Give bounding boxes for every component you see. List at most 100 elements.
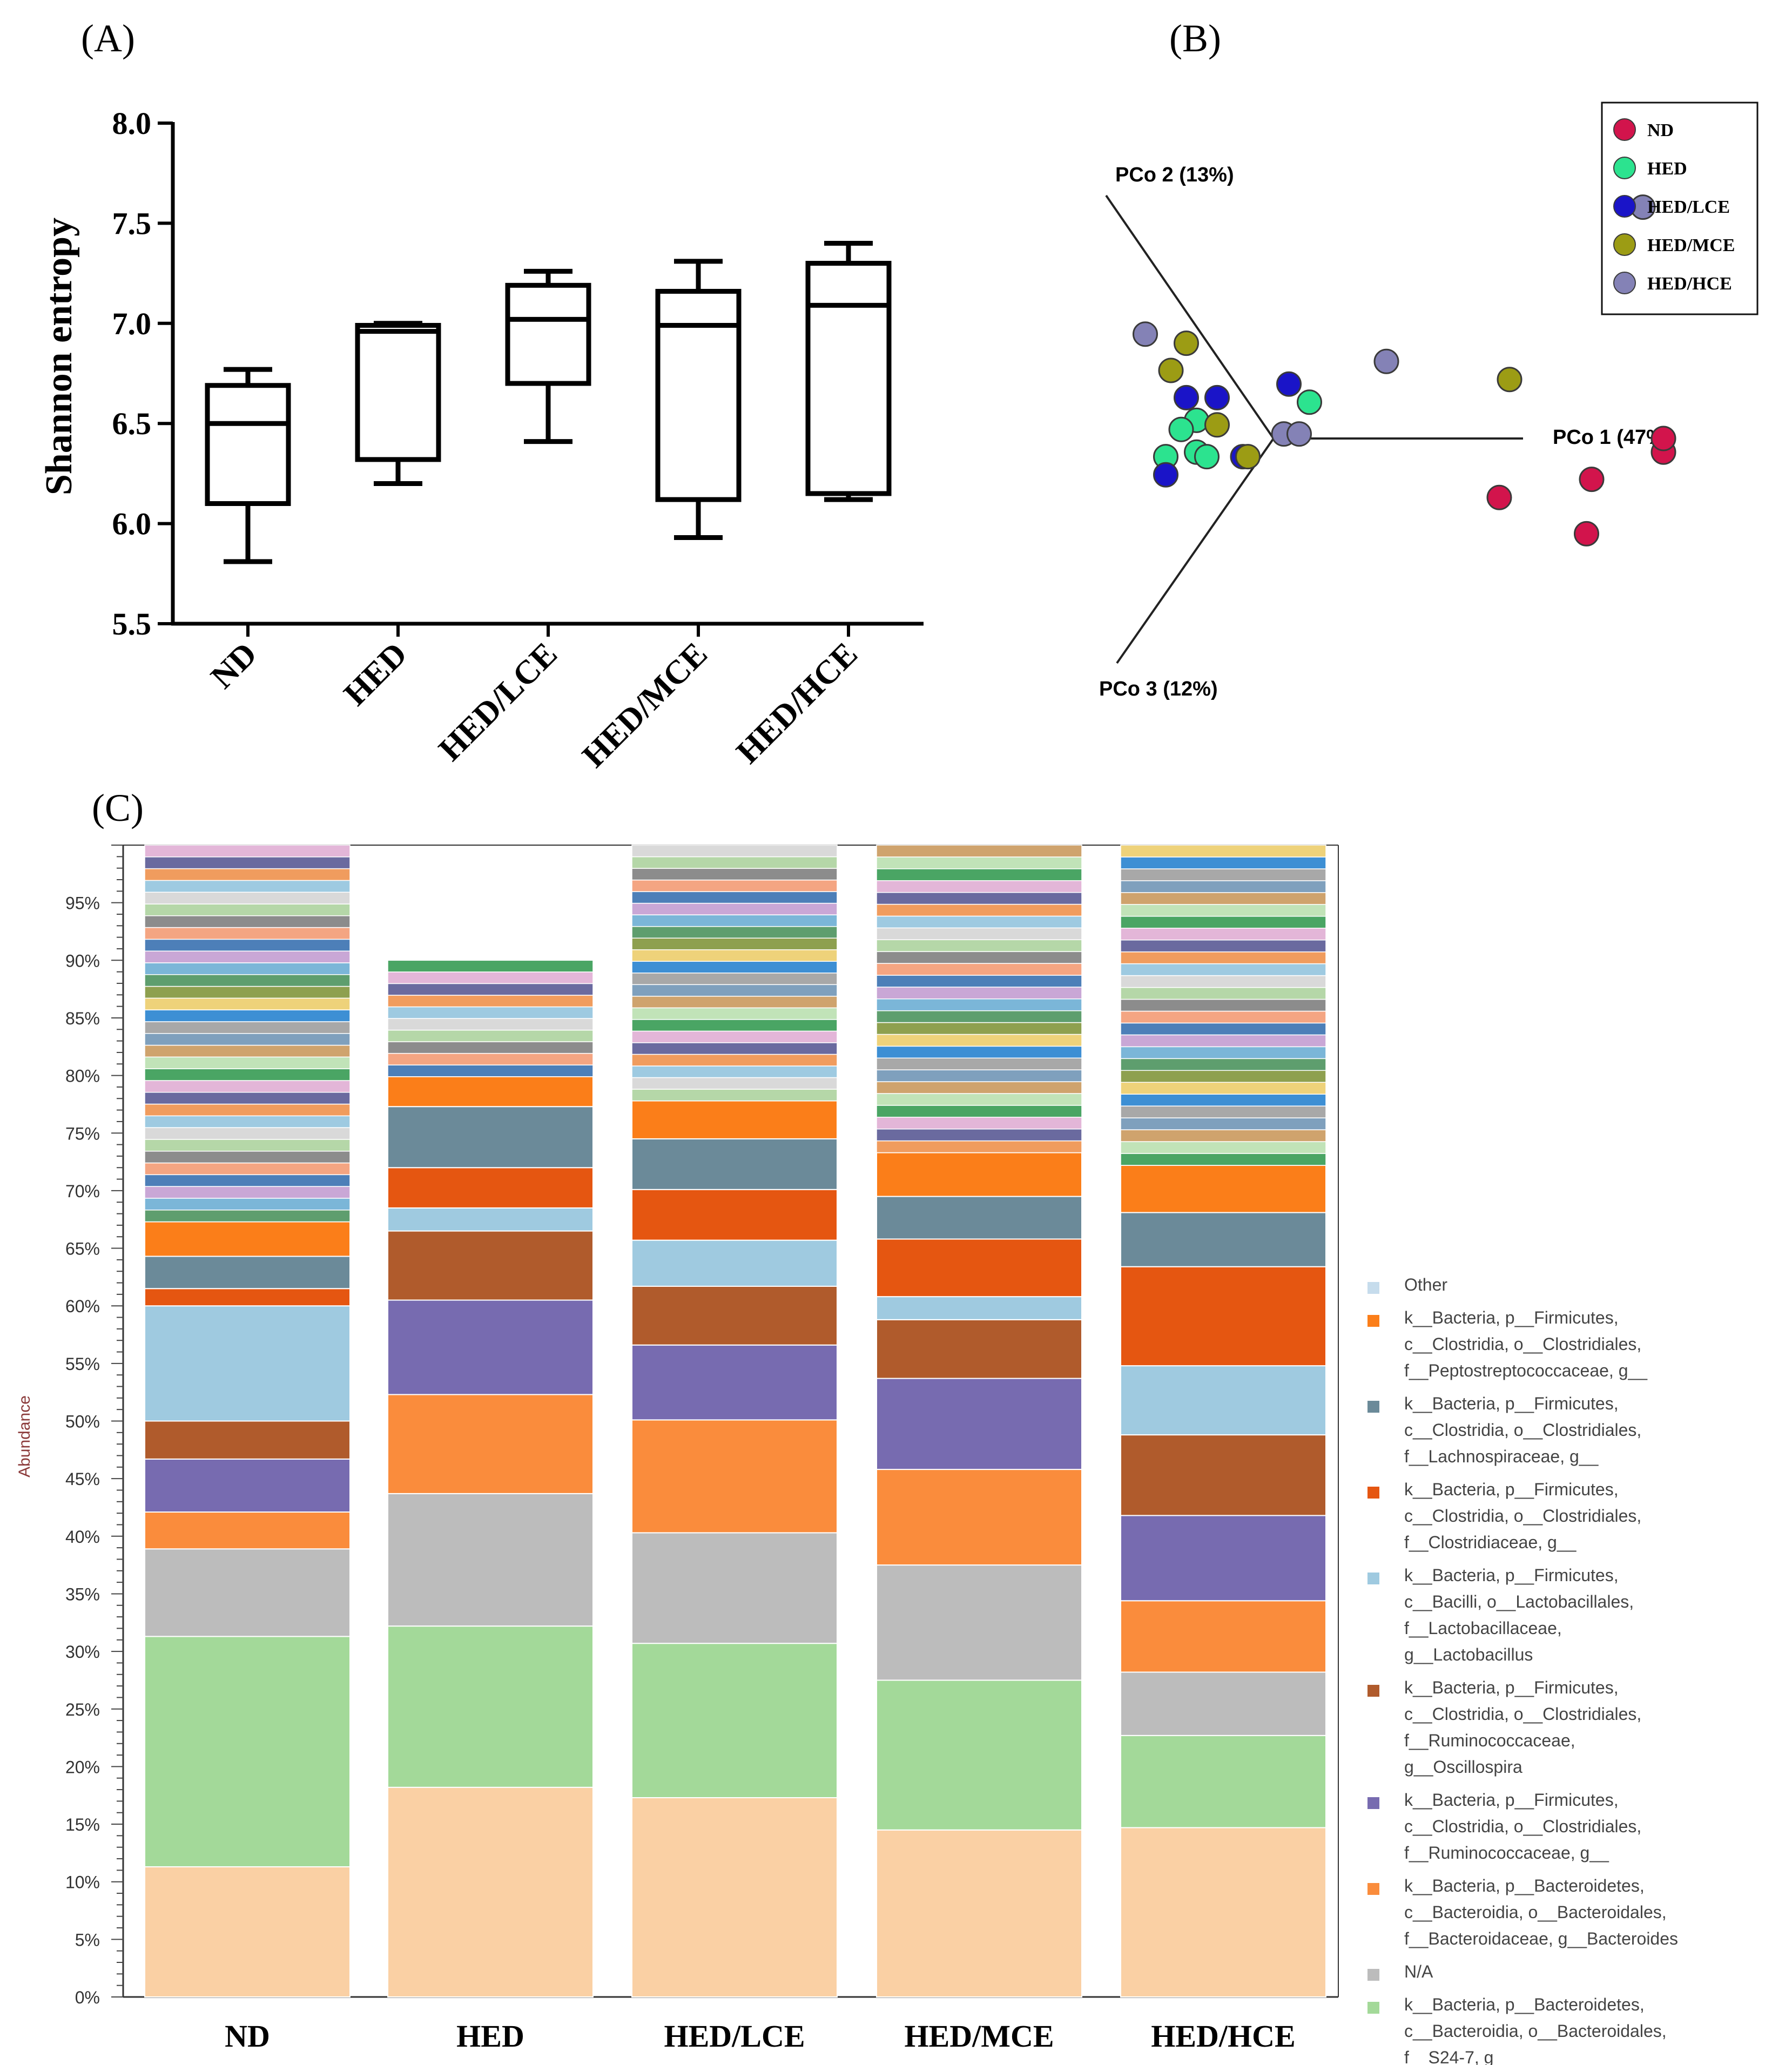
- stacked-segment-minor: [1120, 1046, 1326, 1060]
- stacked-segment: [144, 1288, 351, 1307]
- stacked-legend-swatch: [1367, 1401, 1379, 1413]
- stacked-y-tick-label: 75%: [65, 1124, 100, 1143]
- stacked-legend-label: k__Bacteria, p__Firmicutes,: [1404, 1308, 1619, 1327]
- box-hed-mce: [655, 259, 742, 541]
- pco2-axis: [1105, 194, 1275, 440]
- stacked-x-tick-label: HED: [456, 2019, 524, 2054]
- stacked-segment-minor: [876, 1057, 1082, 1070]
- stacked-segment-minor: [876, 1069, 1082, 1082]
- stacked-segment-minor: [631, 1007, 838, 1020]
- stacked-y-tick-label: 0%: [75, 1988, 100, 2007]
- box-hed: [355, 321, 441, 486]
- stacked-segment-minor: [876, 868, 1082, 881]
- stacked-segment-minor: [631, 1030, 838, 1043]
- stacked-legend-label: f__Bacteroidaceae, g__Bacteroides: [1404, 1929, 1678, 1948]
- pco3-label: PCo 3 (12%): [1099, 678, 1218, 700]
- stacked-segment-minor: [631, 1019, 838, 1032]
- stacked-legend-swatch: [1367, 1573, 1379, 1584]
- stacked-segment-minor: [876, 1034, 1082, 1047]
- stacked-legend-swatch: [1367, 1969, 1379, 1981]
- stacked-legend-swatch: [1367, 2002, 1379, 2014]
- pcoa-point-hed-hce: [1133, 321, 1158, 347]
- iqr-box: [505, 282, 591, 386]
- stacked-legend-label: g__Lactobacillus: [1404, 1645, 1533, 1664]
- pcoa-point-hed-lce: [1153, 462, 1178, 488]
- stacked-legend-swatch: [1367, 1282, 1379, 1294]
- stacked-segment-minor: [144, 1021, 351, 1034]
- box-plot-y-tick-label: 7.5: [112, 206, 152, 241]
- stacked-x-tick-label: HED/MCE: [904, 2019, 1054, 2054]
- stacked-segment-minor: [144, 892, 351, 905]
- stacked-segment: [631, 1532, 838, 1644]
- stacked-segment-minor: [1120, 892, 1326, 905]
- stacked-segment-minor: [876, 998, 1082, 1011]
- stacked-segment-minor: [387, 1064, 594, 1077]
- iqr-box: [805, 261, 892, 496]
- stacked-segment: [876, 1319, 1082, 1379]
- stacked-segment: [387, 1394, 594, 1494]
- stacked-segment-minor: [631, 937, 838, 950]
- stacked-segment-minor: [1120, 987, 1326, 1000]
- stacked-segment-minor: [144, 1091, 351, 1105]
- stacked-legend-label: k__Bacteria, p__Firmicutes,: [1404, 1480, 1619, 1499]
- stacked-segment: [1120, 1266, 1326, 1367]
- pcoa-point-hed-mce: [1235, 444, 1261, 470]
- stacked-segment: [1120, 1735, 1326, 1828]
- box-plot-x-tick-label: HED/HCE: [730, 636, 865, 771]
- pcoa-point-hed-hce: [1286, 421, 1312, 447]
- stacked-segment-minor: [1120, 1153, 1326, 1166]
- stacked-segment-minor: [1120, 880, 1326, 893]
- stacked-segment: [631, 1344, 838, 1421]
- pcoa-point-hed-mce: [1497, 367, 1522, 393]
- stacked-legend-label: c__Bacteroidia, o__Bacteroidales,: [1404, 1902, 1667, 1922]
- stacked-segment: [387, 1167, 594, 1209]
- stacked-segment-minor: [144, 997, 351, 1010]
- stacked-legend-swatch: [1367, 1487, 1379, 1499]
- stacked-legend-label: k__Bacteria, p__Firmicutes,: [1404, 1565, 1619, 1585]
- pcoa-point-hed-lce: [1204, 384, 1230, 410]
- stacked-y-tick-label: 65%: [65, 1239, 100, 1259]
- stacked-segment: [1120, 1827, 1326, 1997]
- box-plot: Shannon entropy 5.56.06.57.07.58.0ND HED H…: [38, 106, 924, 774]
- pcoa-point-hed-mce: [1174, 330, 1199, 356]
- legend-label: HED/MCE: [1647, 235, 1735, 255]
- legend-marker: [1613, 272, 1636, 294]
- stacked-segment-minor: [631, 949, 838, 962]
- stacked-segment-minor: [144, 868, 351, 881]
- stacked-y-tick-label: 70%: [65, 1182, 100, 1201]
- stacked-segment-minor: [876, 927, 1082, 940]
- stacked-legend-swatch: [1367, 1315, 1379, 1327]
- pcoa-point-nd: [1650, 426, 1676, 451]
- box-plot-x-tick-label: ND: [204, 636, 264, 696]
- stacked-segment-minor: [631, 926, 838, 939]
- stacked-segment-minor: [144, 1115, 351, 1128]
- box-plot-x-tick-label: HED/MCE: [575, 636, 715, 775]
- pcoa-point-hed-hce: [1373, 348, 1399, 374]
- stacked-segment: [1120, 1164, 1326, 1213]
- panel-a-label: (A): [81, 17, 135, 60]
- stacked-segment-minor: [144, 1009, 351, 1022]
- stacked-segment-minor: [144, 1056, 351, 1069]
- stacked-segment-minor: [144, 903, 351, 916]
- pco2-label: PCo 2 (13%): [1115, 164, 1234, 186]
- stacked-segment-minor: [631, 1065, 838, 1078]
- stacked-bar-chart: Abundance 0% 5% 10% 15% 20% 25% 30% 35% 40% 45% 50…: [16, 845, 1678, 2065]
- stacked-segment-minor: [1120, 1022, 1326, 1036]
- stacked-segment-minor: [631, 1042, 838, 1055]
- stacked-y-tick-label: 35%: [65, 1584, 100, 1604]
- stacked-segment-minor: [631, 1089, 838, 1102]
- stacked-segment-minor: [876, 951, 1082, 964]
- stacked-y-tick-label: 50%: [65, 1412, 100, 1432]
- stacked-segment: [876, 1238, 1082, 1298]
- stacked-segment-minor: [876, 1010, 1082, 1023]
- stacked-segment-minor: [631, 973, 838, 986]
- legend-label: HED/LCE: [1647, 197, 1730, 217]
- stacked-segment-minor: [1120, 951, 1326, 964]
- stacked-y-tick-label: 80%: [65, 1067, 100, 1086]
- stacked-segment-minor: [876, 1022, 1082, 1035]
- stacked-segment: [876, 1152, 1082, 1197]
- stacked-bar-hed: [387, 960, 594, 1997]
- stacked-legend-label: f__Peptostreptococcaceae, g__: [1404, 1361, 1648, 1380]
- stacked-segment-minor: [1120, 975, 1326, 988]
